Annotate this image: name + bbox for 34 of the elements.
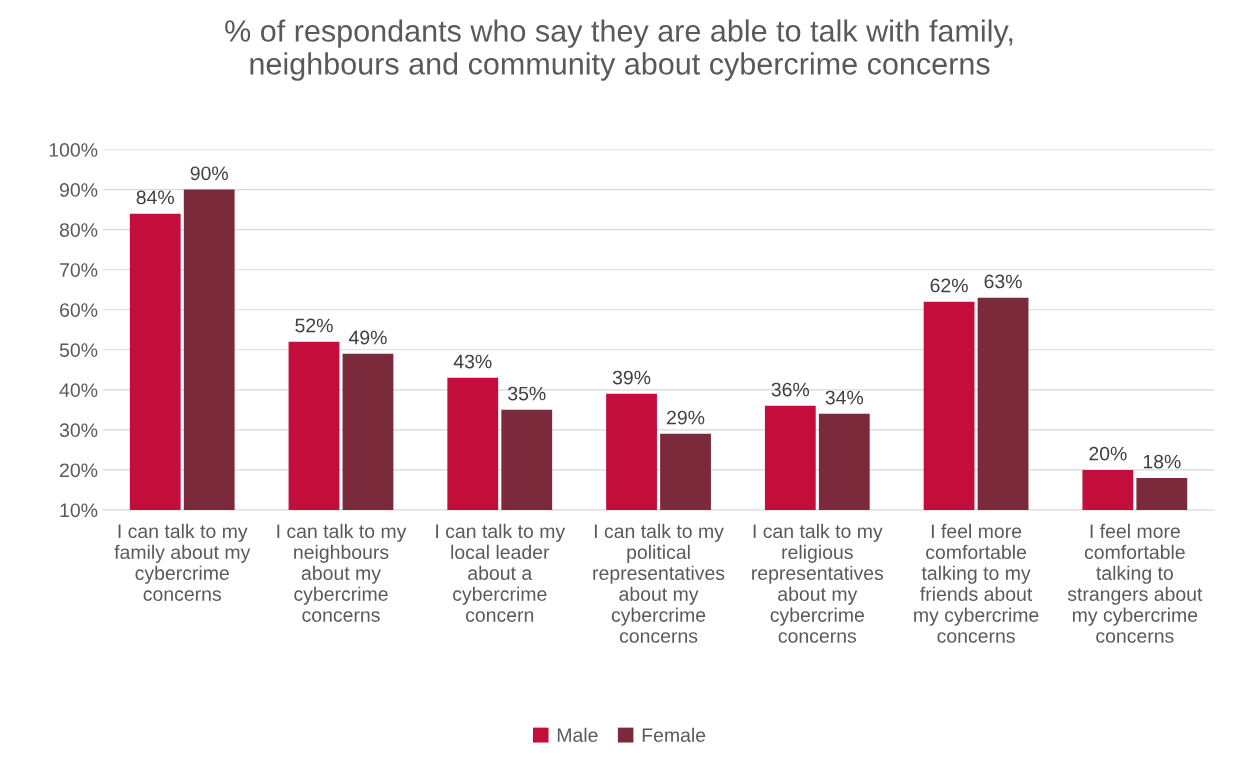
data-label: 36% bbox=[771, 382, 810, 397]
x-tick-label: I can talk to my religious representatives about my cybercrime concerns bbox=[752, 523, 884, 643]
data-label: 62% bbox=[930, 278, 968, 293]
x-tick-label: I can talk to my local leader about a cybercrime concern bbox=[436, 523, 566, 622]
x-tick-label: I can talk to my political representatives about my cybercrime concerns bbox=[593, 523, 725, 643]
data-label: 34% bbox=[825, 390, 864, 405]
y-tick-label: 100% bbox=[49, 143, 98, 157]
data-label: 20% bbox=[1089, 446, 1127, 461]
y-tick-label: 60% bbox=[60, 303, 98, 317]
data-label: 35% bbox=[508, 386, 546, 401]
y-tick-label: 70% bbox=[60, 263, 98, 277]
y-tick-label: 40% bbox=[59, 383, 98, 398]
data-label: 52% bbox=[295, 318, 333, 333]
y-tick-label: 50% bbox=[59, 343, 98, 358]
data-label: 43% bbox=[453, 354, 492, 369]
x-tick-label: I feel more comfortable talking to strangers about my cybercrime concerns bbox=[1067, 523, 1203, 643]
data-label: 84% bbox=[136, 190, 174, 205]
y-tick-label: 20% bbox=[60, 463, 98, 478]
chart-title: % of respondants who say they are able to talk with family, neighbours and community about cybercrime concerns bbox=[225, 19, 1013, 81]
y-tick-label: 80% bbox=[59, 223, 98, 237]
y-tick-label: 30% bbox=[59, 423, 98, 438]
data-label: 18% bbox=[1143, 454, 1181, 469]
data-label: 39% bbox=[612, 370, 651, 385]
data-label: 49% bbox=[348, 330, 387, 345]
legend-label: Female bbox=[642, 727, 706, 743]
y-tick-label: 10% bbox=[60, 503, 98, 518]
y-tick-label: 90% bbox=[59, 183, 98, 197]
data-label: 29% bbox=[667, 410, 705, 425]
data-label: 63% bbox=[984, 274, 1022, 289]
x-tick-label: I can talk to my family about my cybercrime concerns bbox=[114, 523, 251, 601]
x-tick-label: I can talk to my neighbours about my cybercrime concerns bbox=[277, 523, 407, 622]
data-label: 90% bbox=[190, 166, 228, 181]
legend-label: Male bbox=[557, 727, 598, 743]
x-tick-label: I feel more comfortable talking to my friends about my cybercrime concerns bbox=[914, 523, 1039, 643]
